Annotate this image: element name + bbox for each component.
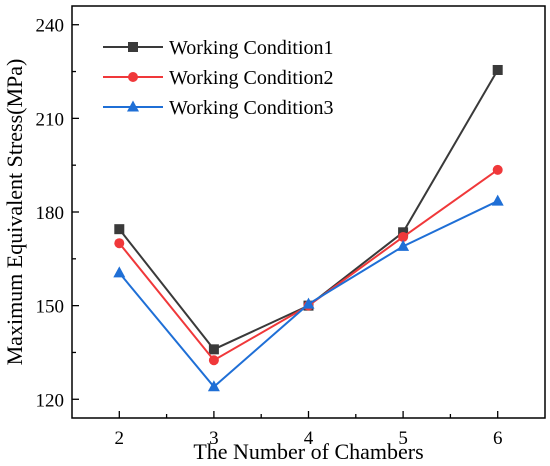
legend-marker xyxy=(128,42,138,52)
plot-frame xyxy=(71,5,546,419)
legend-label: Working Condition2 xyxy=(169,67,334,89)
series-3 xyxy=(113,194,504,392)
legend-item: Working Condition1 xyxy=(103,37,334,59)
data-point xyxy=(397,239,410,251)
legend-item: Working Condition3 xyxy=(103,97,334,119)
series-line xyxy=(118,169,499,362)
data-point xyxy=(492,64,503,75)
data-point xyxy=(114,238,125,249)
legend-item: Working Condition2 xyxy=(103,67,334,89)
data-point xyxy=(208,355,219,366)
series-layer xyxy=(113,64,504,392)
x-axis-title: The Number of Chambers xyxy=(193,439,423,464)
series-line xyxy=(118,200,499,389)
legend-label: Working Condition1 xyxy=(169,37,334,59)
legend-label: Working Condition3 xyxy=(169,97,334,119)
x-tick-label: 6 xyxy=(493,428,503,449)
y-axis-ticks: 120 150 180 210 240 xyxy=(36,16,79,411)
data-point xyxy=(208,344,219,355)
legend: Working Condition1 Working Condition2 Work… xyxy=(103,37,334,119)
x-tick-label: 3 xyxy=(209,428,219,449)
y-tick-label: 240 xyxy=(36,16,65,37)
data-point xyxy=(207,380,220,392)
data-point xyxy=(114,224,125,235)
data-point xyxy=(302,297,315,309)
data-point xyxy=(492,164,503,175)
y-tick-label: 210 xyxy=(36,109,65,130)
x-tick-label: 4 xyxy=(304,428,314,449)
y-tick-label: 150 xyxy=(36,297,65,318)
data-point xyxy=(113,266,126,278)
data-point xyxy=(398,231,409,242)
series-2 xyxy=(114,164,503,366)
y-axis-title: Maximum Equivalent Stress(MPa) xyxy=(2,59,27,366)
data-point xyxy=(491,194,504,206)
legend-marker xyxy=(127,100,139,112)
y-tick-label: 120 xyxy=(36,390,65,411)
x-tick-label: 5 xyxy=(398,428,408,449)
legend-marker xyxy=(128,72,138,82)
y-tick-label: 180 xyxy=(36,203,65,224)
x-tick-label: 2 xyxy=(115,428,125,449)
